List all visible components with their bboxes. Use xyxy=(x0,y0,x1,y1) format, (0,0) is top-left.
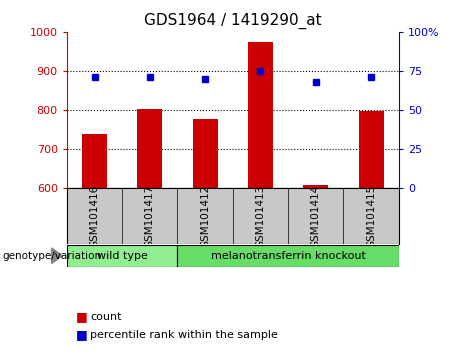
Polygon shape xyxy=(52,248,62,263)
Text: wild type: wild type xyxy=(97,251,148,261)
Text: GSM101417: GSM101417 xyxy=(145,184,155,247)
Text: genotype/variation: genotype/variation xyxy=(2,251,101,261)
Text: GSM101414: GSM101414 xyxy=(311,184,321,247)
Text: GSM101416: GSM101416 xyxy=(89,184,100,247)
Text: GSM101413: GSM101413 xyxy=(255,184,266,247)
Text: ■: ■ xyxy=(76,310,88,323)
Bar xyxy=(193,120,218,354)
Text: melanotransferrin knockout: melanotransferrin knockout xyxy=(211,251,366,261)
Text: percentile rank within the sample: percentile rank within the sample xyxy=(90,330,278,339)
Text: ■: ■ xyxy=(76,328,88,341)
Bar xyxy=(137,109,162,354)
Bar xyxy=(303,185,328,354)
Bar xyxy=(359,111,384,354)
FancyBboxPatch shape xyxy=(177,245,399,267)
Bar xyxy=(82,134,107,354)
Text: count: count xyxy=(90,312,121,322)
Text: GSM101415: GSM101415 xyxy=(366,184,376,247)
Text: GSM101412: GSM101412 xyxy=(200,184,210,247)
Bar xyxy=(248,42,273,354)
Title: GDS1964 / 1419290_at: GDS1964 / 1419290_at xyxy=(144,13,322,29)
FancyBboxPatch shape xyxy=(67,245,177,267)
